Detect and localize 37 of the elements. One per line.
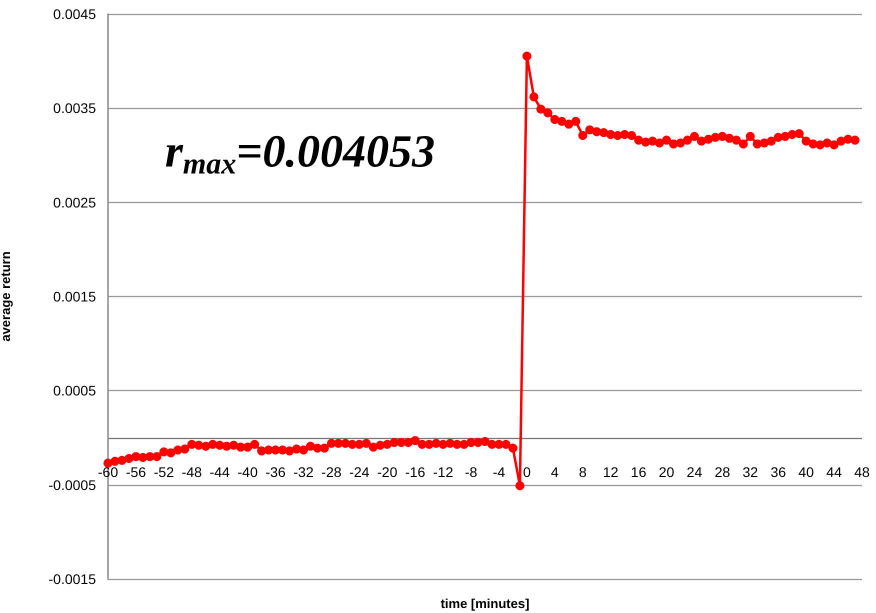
y-axis-title: average return	[0, 251, 13, 342]
x-tick-label: 36	[770, 464, 786, 480]
y-tick-label: 0.0035	[53, 100, 96, 116]
x-tick-label: 8	[578, 464, 587, 480]
x-axis-title: time [minutes]	[440, 596, 530, 611]
x-tick-label: 4	[550, 464, 559, 480]
y-tick-label: 0.0025	[53, 194, 96, 210]
x-tick-label: -40	[238, 464, 258, 480]
x-tick-label: 24	[686, 464, 702, 480]
x-tick-label: -12	[432, 464, 454, 480]
x-tick-label: 28	[714, 464, 730, 480]
x-tick-label: -44	[210, 464, 230, 480]
x-tick-label: 16	[630, 464, 647, 480]
x-tick-label: 48	[854, 464, 870, 480]
x-tick-label: 12	[602, 464, 619, 480]
x-tick-label: -8	[464, 464, 478, 480]
x-tick-label: 44	[826, 464, 842, 480]
y-tick-label: -0.0005	[48, 476, 96, 493]
y-tick-label: 0.0015	[53, 288, 96, 304]
x-tick-label: -36	[265, 464, 286, 480]
y-tick-label: 0.0045	[53, 6, 96, 22]
x-tick-label: 32	[742, 464, 758, 480]
y-tick-label: 0.0005	[53, 382, 96, 399]
x-tick-label: -52	[154, 464, 174, 480]
x-tick-label: 0	[522, 464, 531, 480]
x-tick-label: -24	[349, 464, 370, 480]
x-tick-label: -20	[377, 464, 398, 480]
x-tick-label: -56	[126, 464, 146, 480]
y-tick-label: -0.0015	[48, 571, 96, 587]
x-tick-label: -4	[492, 464, 506, 480]
x-tick-label: -32	[293, 464, 314, 480]
x-tick-label: -28	[321, 464, 342, 480]
x-tick-label: -48	[182, 464, 202, 480]
x-tick-label: -60	[98, 464, 118, 480]
x-tick-label: 40	[798, 464, 814, 480]
x-tick-label: -16	[405, 464, 426, 480]
x-tick-label: 20	[658, 464, 675, 480]
